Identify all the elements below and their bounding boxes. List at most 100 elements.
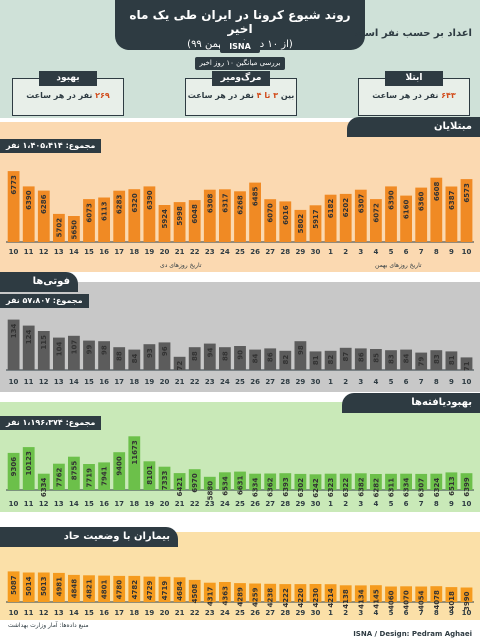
- chart-bar: [143, 186, 156, 242]
- chart-bar: [430, 350, 443, 370]
- chart-value-label: 87: [342, 352, 350, 362]
- recovered-title: بهبودیافته‌ها: [342, 393, 480, 413]
- chart-value-label: 6334: [40, 478, 48, 498]
- chart-tick-label: 12: [39, 378, 49, 386]
- chart-tick-label: 13: [54, 609, 64, 617]
- chart-value-label: 6320: [131, 193, 139, 213]
- chart-bar: [385, 350, 397, 370]
- chart-value-label: 6311: [387, 478, 395, 498]
- chart-bar: [279, 584, 292, 602]
- chart-tick-label: 4: [373, 378, 378, 386]
- chart-bar: [83, 199, 95, 242]
- chart-tick-label: 11: [24, 609, 34, 617]
- chart-value-label: 4782: [131, 580, 139, 600]
- chart-value-label: 94: [206, 347, 214, 357]
- chart-bar: [279, 473, 292, 490]
- chart-value-label: 6307: [418, 478, 426, 498]
- chart-bar: [158, 205, 171, 242]
- chart-tick-label: 15: [84, 609, 94, 617]
- chart-value-label: 107: [70, 340, 78, 355]
- month-dey-label: تاریخ روزهای دی: [160, 262, 202, 269]
- chart-tick-label: 8: [434, 609, 439, 617]
- chart-tick-label: 24: [220, 609, 230, 617]
- chart-tick-label: 10: [9, 378, 19, 386]
- chart-tick-label: 25: [235, 609, 245, 617]
- chart-value-label: 7941: [101, 466, 109, 486]
- chart-tick-label: 18: [129, 500, 139, 508]
- chart-bar: [460, 357, 473, 370]
- chart-bar: [354, 189, 367, 242]
- chart-value-label: 6308: [206, 194, 214, 214]
- chart-value-label: 115: [40, 335, 48, 350]
- chart-value-label: 6382: [357, 477, 365, 497]
- chart-tick-label: 2: [343, 248, 348, 256]
- chart-bar: [385, 186, 397, 242]
- chart-value-label: 134: [10, 323, 18, 338]
- chart-value-label: 11673: [131, 440, 139, 464]
- chart-value-label: 88: [191, 351, 199, 361]
- chart-bar: [249, 349, 261, 370]
- chart-tick-label: 8: [434, 248, 439, 256]
- chart-bar: [309, 351, 322, 370]
- chart-tick-label: 1: [328, 500, 333, 508]
- chart-value-label: 10123: [25, 451, 33, 475]
- chart-tick-label: 4: [373, 248, 378, 256]
- chart-bar: [339, 193, 352, 242]
- chart-tick-label: 17: [114, 378, 124, 386]
- chart-value-label: 6048: [191, 204, 199, 224]
- patients-title: بیماران با وضعیت حاد: [0, 527, 178, 547]
- chart-tick-label: 19: [145, 248, 155, 256]
- chart-bar: [354, 585, 367, 602]
- chart-tick-label: 15: [84, 500, 94, 508]
- chart-bar: [249, 583, 261, 602]
- chart-value-label: 4848: [70, 579, 78, 599]
- chart-tick-label: 7: [419, 378, 424, 386]
- chart-value-label: 84: [403, 353, 411, 363]
- chart-value-label: 4018: [448, 591, 456, 611]
- chart-tick-label: 26: [250, 248, 260, 256]
- chart-tick-label: 13: [54, 248, 64, 256]
- chart-tick-label: 22: [190, 609, 200, 617]
- chart-tick-label: 26: [250, 500, 260, 508]
- chart-tick-label: 5: [389, 378, 394, 386]
- chart-value-label: 4719: [161, 581, 169, 601]
- chart-value-label: 6773: [10, 175, 18, 195]
- chart-tick-label: 27: [265, 248, 275, 256]
- chart-value-label: 5087: [10, 575, 18, 595]
- chart-value-label: 72: [176, 361, 184, 371]
- infected-total: مجموع: ۱،۴۰۵،۴۱۴ نفر: [0, 139, 102, 153]
- chart-value-label: 4214: [327, 588, 335, 608]
- chart-tick-label: 4: [373, 500, 378, 508]
- chart-bar: [354, 348, 367, 370]
- chart-tick-label: 28: [280, 378, 290, 386]
- chart-tick-label: 1: [328, 248, 333, 256]
- chart-bar: [7, 571, 20, 602]
- chart-bar: [98, 197, 110, 242]
- chart-value-label: 93: [146, 348, 154, 358]
- chart-tick-label: 12: [39, 248, 49, 256]
- chart-value-label: 98: [297, 345, 305, 355]
- chart-tick-label: 23: [205, 378, 215, 386]
- chart-bar: [188, 347, 201, 370]
- chart-tick-label: 29: [296, 378, 306, 386]
- chart-tick-label: 11: [24, 378, 34, 386]
- chart-value-label: 84: [131, 353, 139, 363]
- chart-value-label: 6390: [387, 190, 395, 210]
- chart-tick-label: 10: [9, 609, 19, 617]
- chart-tick-label: 5: [389, 609, 394, 617]
- chart-bar: [385, 586, 397, 602]
- chart-tick-label: 10: [462, 378, 472, 386]
- chart-value-label: 6070: [267, 203, 275, 223]
- chart-bar: [370, 199, 382, 242]
- footer-source: منبع داده‌ها: آمار وزارت بهداشت: [8, 622, 89, 629]
- chart-value-label: 79: [418, 356, 426, 366]
- chart-value-label: 4289: [237, 587, 245, 607]
- chart-value-label: 6399: [463, 477, 471, 497]
- chart-value-label: 4220: [297, 588, 305, 608]
- chart-tick-label: 19: [145, 609, 155, 617]
- chart-value-label: 6182: [327, 199, 335, 219]
- chart-bar: [98, 575, 110, 602]
- chart-tick-label: 20: [160, 248, 170, 256]
- chart-tick-label: 30: [311, 248, 321, 256]
- chart-value-label: 6573: [463, 183, 471, 203]
